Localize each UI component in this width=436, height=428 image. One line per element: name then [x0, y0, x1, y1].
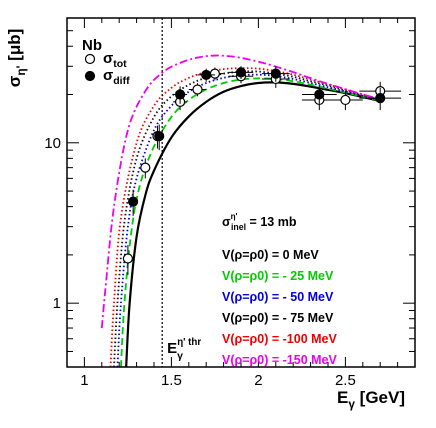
y-tick-label: 1	[53, 295, 61, 312]
data-point-diff	[228, 66, 254, 79]
threshold-label: Eη' thr γ	[167, 337, 201, 362]
marker	[235, 67, 247, 78]
model-label-2: V(ρ=ρ0) = - 50 MeV	[222, 290, 334, 304]
marker	[175, 89, 186, 100]
model-legend: ση' inel = 13 mb V(ρ=ρ0) = 0 MeV V(ρ=ρ0) = …	[222, 212, 337, 367]
data-point-diff	[197, 68, 215, 82]
marker	[270, 68, 281, 79]
sigma-inel-label: ση' inel = 13 mb	[222, 212, 297, 232]
x-axis-label: Eγ [GeV]	[337, 388, 405, 411]
model-label-3: V(ρ=ρ0) = - 75 MeV	[222, 311, 334, 325]
tick-labels: 1 1.5 2 2.5 1 10	[44, 135, 356, 389]
marker	[314, 89, 325, 100]
data-point-diff	[261, 66, 290, 82]
axes	[66, 17, 416, 368]
model-curve-0	[125, 81, 381, 368]
data-point-diff	[301, 86, 337, 104]
marker	[128, 196, 139, 207]
y-tick-label: 10	[44, 135, 61, 152]
legend-label: σtot	[103, 50, 127, 70]
marker	[209, 68, 220, 79]
model-curve-3	[113, 70, 381, 368]
x-tick-label: 1	[80, 372, 88, 389]
x-tick-label: 2.5	[335, 372, 356, 389]
model-label-0: V(ρ=ρ0) = 0 MeV	[222, 248, 319, 262]
target-label: Nb	[82, 37, 102, 54]
marker	[122, 253, 134, 264]
model-label-4: V(ρ=ρ0) = -100 MeV	[222, 332, 337, 346]
marker	[154, 131, 165, 142]
data-point-diff	[128, 189, 139, 216]
marker	[192, 84, 203, 95]
marker	[140, 162, 151, 173]
data-point-diff	[359, 87, 402, 111]
data-point-tot	[122, 245, 134, 275]
model-curve-2	[116, 73, 381, 368]
model-curve-5	[100, 54, 381, 329]
legend-marker	[84, 70, 96, 82]
data-point-diff	[173, 86, 188, 104]
model-curves	[100, 54, 381, 368]
marker	[375, 92, 386, 104]
model-label-1: V(ρ=ρ0) = - 25 MeV	[222, 269, 334, 283]
threshold-marker: Eη' thr γ	[161, 18, 201, 367]
y-axis-label: ση' [μb]	[5, 29, 28, 88]
x-tick-label: 1.5	[161, 372, 182, 389]
legend-marker	[84, 53, 96, 65]
legend-label: σdiff	[103, 67, 130, 87]
data-point-diff	[154, 124, 165, 151]
x-tick-label: 2	[254, 372, 262, 389]
model-label-5: V(ρ=ρ0) = -150 MeV	[222, 353, 337, 367]
marker	[340, 94, 351, 106]
marker	[201, 69, 212, 81]
data-point-tot	[140, 158, 151, 179]
data-point-tot	[328, 91, 363, 111]
data-point-tot	[188, 83, 207, 97]
data-points	[122, 66, 402, 275]
